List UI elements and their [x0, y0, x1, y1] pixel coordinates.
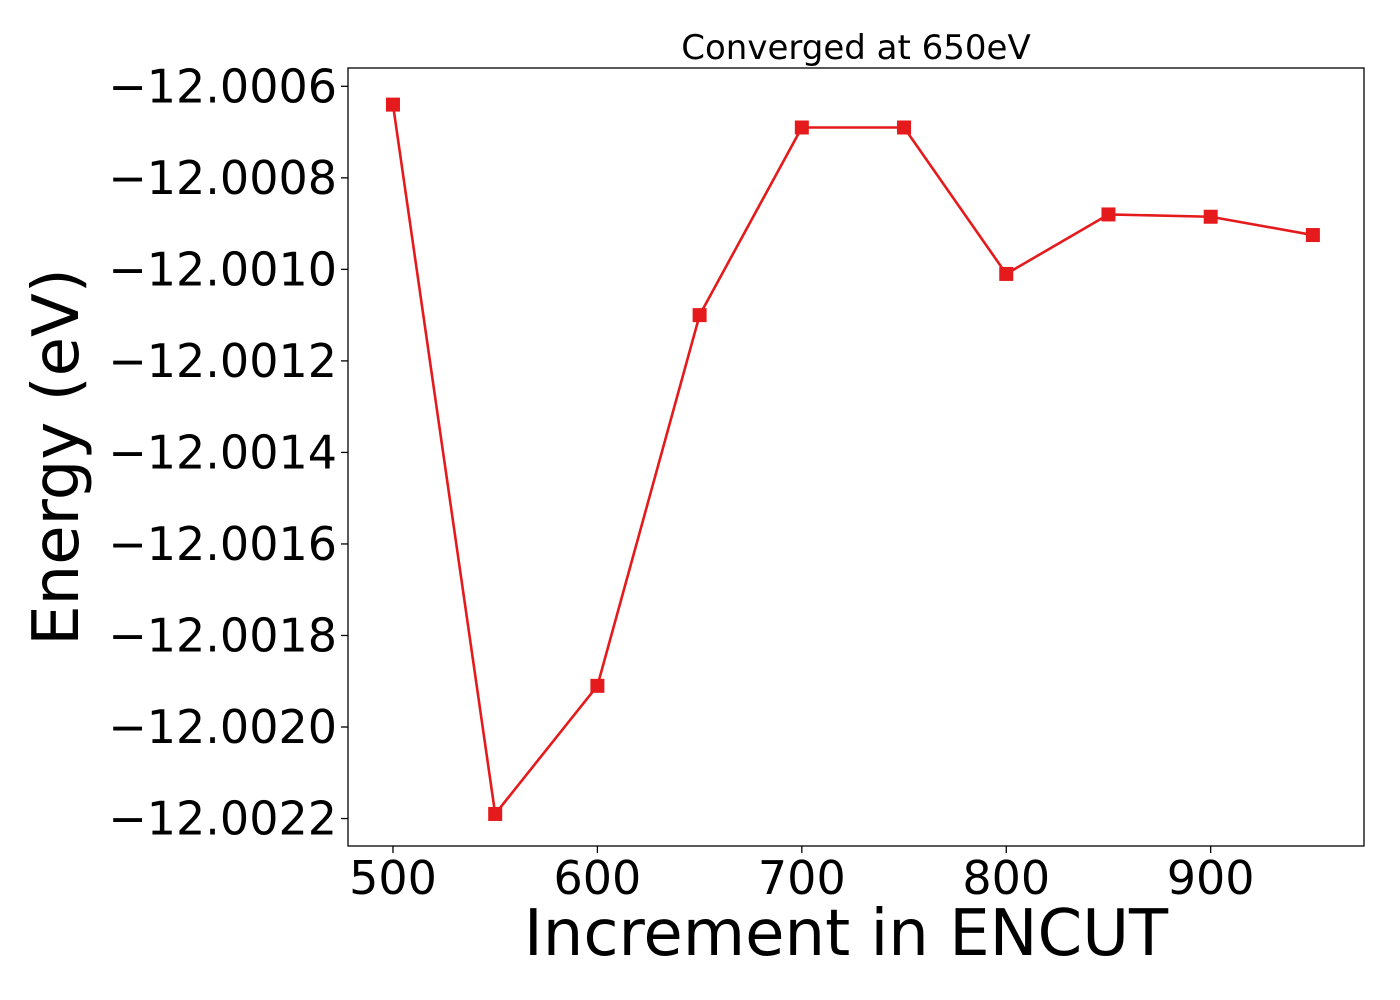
y-tick-label: −12.0008 — [108, 151, 337, 205]
x-tick-label: 700 — [758, 851, 846, 905]
y-axis: −12.0006 −12.0008 −12.0010 −12.0012 −12.0014… — [108, 59, 348, 846]
y-tick-label: −12.0016 — [108, 517, 337, 571]
data-point-marker — [692, 308, 707, 323]
data-point-marker — [590, 678, 605, 693]
plot-area-frame — [347, 67, 1365, 847]
y-tick-label: −12.0020 — [108, 700, 337, 754]
chart-title: Converged at 650eV — [681, 28, 1030, 68]
series-line — [391, 104, 1314, 816]
y-tick-label: −12.0022 — [108, 792, 337, 846]
data-point-marker — [1101, 207, 1116, 222]
data-point-marker — [999, 266, 1014, 281]
data-point-marker — [488, 806, 503, 821]
data-point-marker — [1203, 209, 1218, 224]
x-tick-label: 900 — [1167, 851, 1255, 905]
x-axis-label: Increment in ENCUT — [524, 897, 1169, 971]
y-tick-label: −12.0010 — [108, 242, 337, 296]
y-tick-label: −12.0012 — [108, 334, 337, 388]
data-point-marker — [794, 120, 809, 135]
y-tick-label: −12.0014 — [108, 425, 337, 479]
data-point-marker — [385, 97, 400, 112]
y-tick-label: −12.0018 — [108, 608, 337, 662]
data-point-marker — [1305, 228, 1320, 243]
x-tick-label: 500 — [349, 851, 437, 905]
data-point-marker — [897, 120, 912, 135]
y-tick-label: −12.0006 — [108, 59, 337, 113]
x-axis: 500 600 700 800 900 — [349, 846, 1255, 905]
x-tick-label: 600 — [553, 851, 641, 905]
y-axis-label: Energy (eV) — [20, 268, 94, 646]
x-tick-label: 800 — [962, 851, 1050, 905]
series-energy — [385, 97, 1320, 821]
